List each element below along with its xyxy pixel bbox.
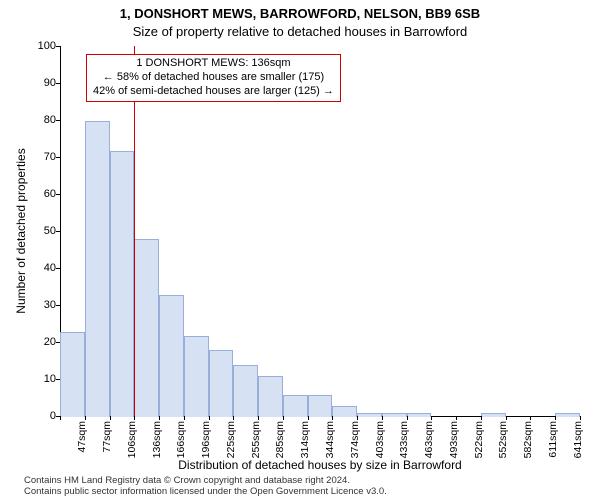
x-tick-label: 255sqm bbox=[250, 421, 262, 458]
y-tick-label: 100 bbox=[28, 40, 56, 52]
chart-title-line-1: 1, DONSHORT MEWS, BARROWFORD, NELSON, BB… bbox=[0, 6, 600, 21]
histogram-bar bbox=[481, 413, 506, 417]
x-tick-label: 77sqm bbox=[101, 421, 113, 453]
histogram-bar bbox=[184, 336, 209, 417]
x-tick-mark bbox=[407, 416, 408, 420]
histogram-bar bbox=[258, 376, 283, 417]
x-tick-mark bbox=[357, 416, 358, 420]
y-tick-label: 70 bbox=[28, 151, 56, 163]
histogram-bar bbox=[332, 406, 357, 417]
y-tick-label: 20 bbox=[28, 336, 56, 348]
x-tick-label: 433sqm bbox=[398, 421, 410, 458]
x-tick-label: 374sqm bbox=[349, 421, 361, 458]
histogram-bar bbox=[283, 395, 308, 417]
x-tick-mark bbox=[134, 416, 135, 420]
x-tick-mark bbox=[184, 416, 185, 420]
y-tick-mark bbox=[56, 157, 60, 158]
x-tick-label: 166sqm bbox=[175, 421, 187, 458]
x-tick-mark bbox=[332, 416, 333, 420]
annotation-line: 42% of semi-detached houses are larger (… bbox=[93, 85, 334, 99]
x-tick-mark bbox=[506, 416, 507, 420]
histogram-bar bbox=[233, 365, 258, 417]
y-tick-label: 60 bbox=[28, 188, 56, 200]
x-tick-mark bbox=[481, 416, 482, 420]
x-tick-mark bbox=[308, 416, 309, 420]
x-axis-label: Distribution of detached houses by size … bbox=[60, 458, 580, 472]
x-tick-mark bbox=[580, 416, 581, 420]
attribution-line-2: Contains public sector information licen… bbox=[24, 487, 387, 498]
x-tick-label: 344sqm bbox=[324, 421, 336, 458]
x-tick-mark bbox=[431, 416, 432, 420]
y-tick-label: 90 bbox=[28, 77, 56, 89]
chart-container: 1, DONSHORT MEWS, BARROWFORD, NELSON, BB… bbox=[0, 0, 600, 500]
x-tick-label: 403sqm bbox=[374, 421, 386, 458]
histogram-bar bbox=[308, 395, 333, 417]
histogram-bar bbox=[159, 295, 184, 417]
y-tick-label: 40 bbox=[28, 262, 56, 274]
x-tick-label: 314sqm bbox=[299, 421, 311, 458]
histogram-bar bbox=[85, 121, 110, 417]
y-tick-mark bbox=[56, 120, 60, 121]
y-tick-label: 10 bbox=[28, 373, 56, 385]
x-tick-mark bbox=[258, 416, 259, 420]
y-tick-mark bbox=[56, 83, 60, 84]
annotation-line: ← 58% of detached houses are smaller (17… bbox=[93, 71, 334, 85]
y-tick-mark bbox=[56, 46, 60, 47]
attribution-text: Contains HM Land Registry data © Crown c… bbox=[24, 476, 387, 498]
x-tick-label: 611sqm bbox=[547, 421, 559, 458]
x-tick-mark bbox=[159, 416, 160, 420]
x-tick-mark bbox=[456, 416, 457, 420]
histogram-bar bbox=[382, 413, 407, 417]
y-tick-mark bbox=[56, 268, 60, 269]
histogram-bar bbox=[407, 413, 432, 417]
histogram-bar bbox=[209, 350, 234, 417]
x-tick-label: 493sqm bbox=[448, 421, 460, 458]
y-tick-label: 0 bbox=[28, 410, 56, 422]
x-tick-label: 463sqm bbox=[423, 421, 435, 458]
y-tick-mark bbox=[56, 342, 60, 343]
histogram-bar bbox=[110, 151, 135, 417]
histogram-bar bbox=[134, 239, 159, 417]
x-tick-mark bbox=[110, 416, 111, 420]
x-tick-mark bbox=[283, 416, 284, 420]
annotation-line: 1 DONSHORT MEWS: 136sqm bbox=[93, 57, 334, 71]
x-tick-mark bbox=[382, 416, 383, 420]
x-tick-label: 136sqm bbox=[151, 421, 163, 458]
x-tick-label: 641sqm bbox=[572, 421, 584, 458]
x-tick-label: 285sqm bbox=[274, 421, 286, 458]
x-tick-label: 582sqm bbox=[522, 421, 534, 458]
y-tick-mark bbox=[56, 379, 60, 380]
y-tick-label: 50 bbox=[28, 225, 56, 237]
x-tick-mark bbox=[233, 416, 234, 420]
y-tick-mark bbox=[56, 231, 60, 232]
x-tick-label: 47sqm bbox=[76, 421, 88, 453]
histogram-bar bbox=[357, 413, 382, 417]
x-tick-label: 522sqm bbox=[473, 421, 485, 458]
y-tick-label: 80 bbox=[28, 114, 56, 126]
x-tick-mark bbox=[209, 416, 210, 420]
x-tick-mark bbox=[85, 416, 86, 420]
x-tick-mark bbox=[555, 416, 556, 420]
annotation-box: 1 DONSHORT MEWS: 136sqm← 58% of detached… bbox=[86, 54, 341, 102]
x-tick-label: 552sqm bbox=[497, 421, 509, 458]
chart-title-line-2: Size of property relative to detached ho… bbox=[0, 24, 600, 39]
x-tick-label: 196sqm bbox=[200, 421, 212, 458]
x-tick-label: 106sqm bbox=[126, 421, 138, 458]
y-tick-mark bbox=[56, 194, 60, 195]
y-tick-mark bbox=[56, 305, 60, 306]
x-tick-mark bbox=[530, 416, 531, 420]
histogram-bar bbox=[555, 413, 580, 417]
x-tick-mark bbox=[60, 416, 61, 420]
histogram-bar bbox=[60, 332, 85, 417]
y-tick-label: 30 bbox=[28, 299, 56, 311]
x-tick-label: 225sqm bbox=[225, 421, 237, 458]
